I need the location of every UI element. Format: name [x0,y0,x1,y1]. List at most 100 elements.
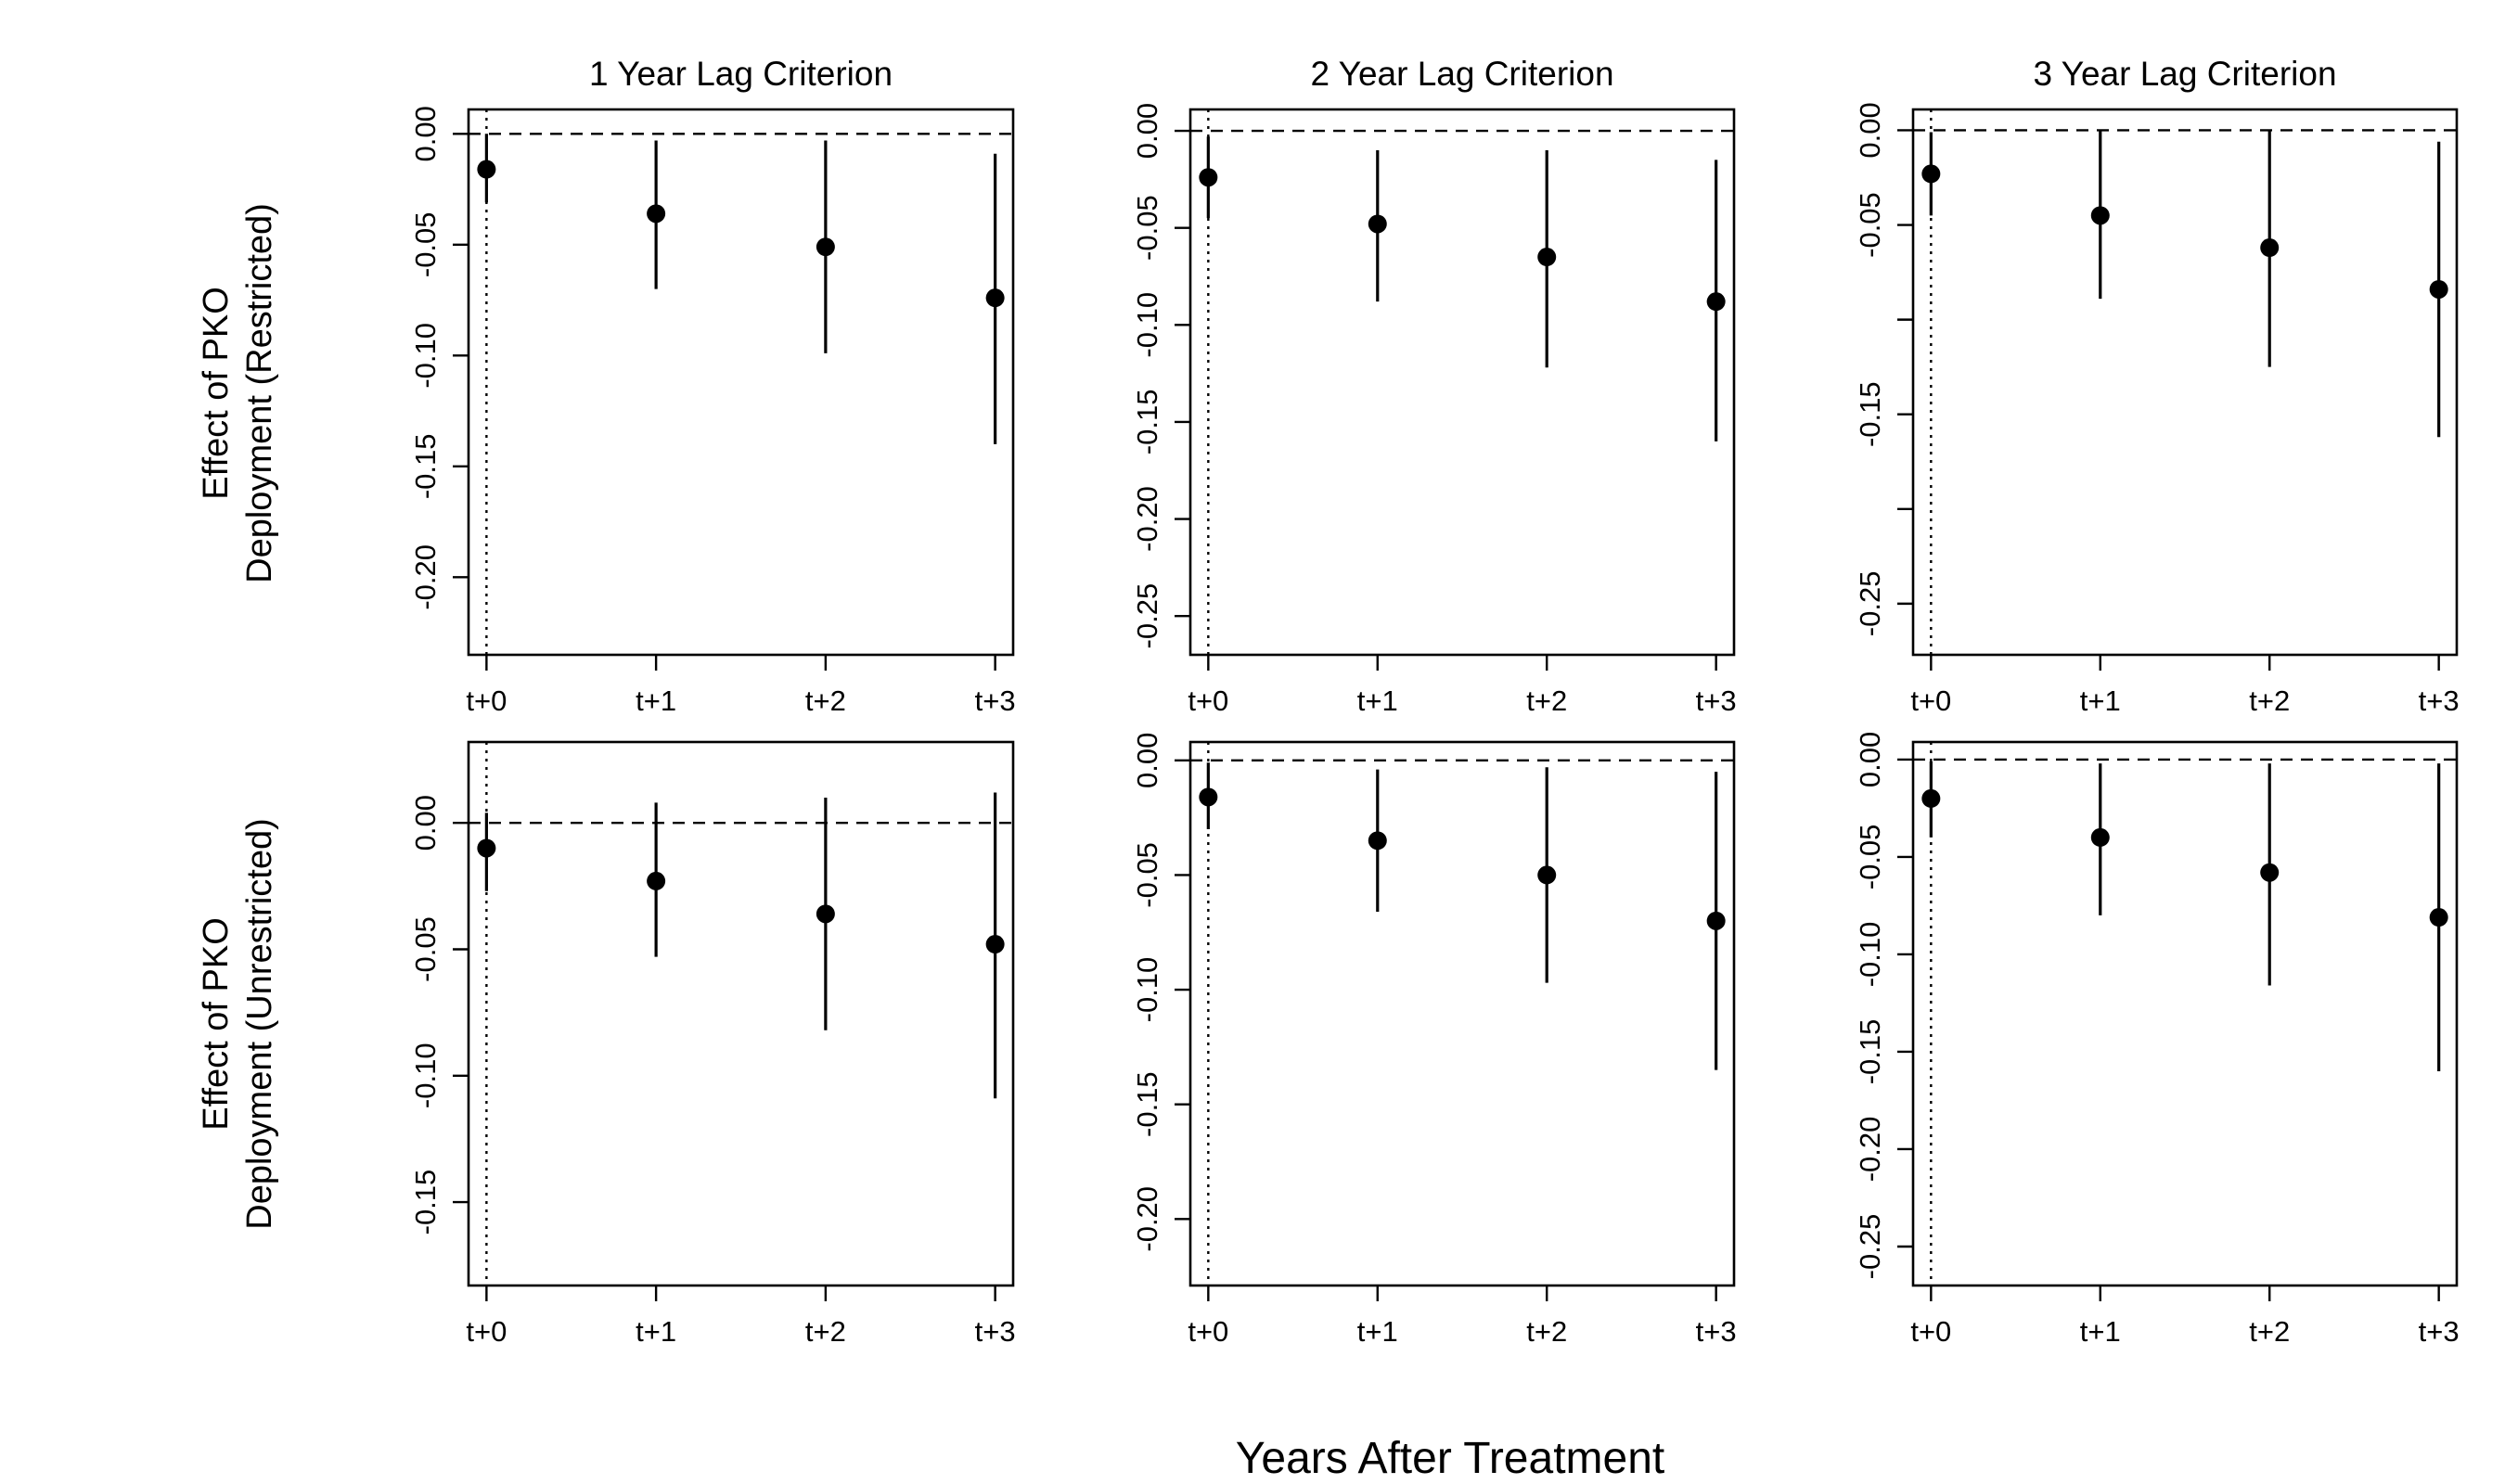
y-tick-label: -0.05 [1854,825,1886,890]
y-tick-label: -0.05 [409,916,442,982]
x-tick-label: t+3 [1696,1315,1737,1348]
x-tick-label: t+0 [1188,1315,1228,1348]
panel-title: 2 Year Lag Criterion [1310,55,1613,93]
point-estimate [1537,248,1557,267]
x-tick-label: t+3 [2419,1315,2460,1348]
panel-2: 2 Year Lag Criterion t+0 t+1 t+2 t+3 0.00 -0.0… [1131,55,1737,717]
panel-6: t+0 t+1 t+2 t+3 0.00 -0.05 -0.10 -0.15 -0.20 -0.2… [1854,732,2460,1348]
plot-frame [1188,108,1736,657]
point-estimate [1368,831,1387,851]
point-estimate [2429,908,2448,928]
row-labels: Effect of PKO Deployment (Restricted) Ef… [197,203,279,1230]
y-tick-label: 0.00 [1131,103,1163,159]
y-tick-label: -0.10 [409,1043,442,1108]
y-tick-label: -0.20 [1854,1117,1886,1183]
plot-frame [467,740,1015,1287]
y-tick-label: -0.15 [409,433,442,499]
x-tick-label: t+3 [1696,684,1737,717]
y-tick-label: -0.15 [1131,390,1163,455]
y-tick-label: -0.15 [1131,1071,1163,1137]
y-tick-label: -0.20 [1131,486,1163,552]
point-estimate [1921,788,1941,808]
plot-frame [1911,108,2459,657]
plot-frame [467,108,1015,657]
y-tick-label: -0.15 [1854,1019,1886,1085]
panel-3: 3 Year Lag Criterion t+0 t+1 t+2 t+3 0.00 -0.0… [1854,55,2460,717]
x-tick-label: t+1 [1357,1315,1398,1348]
x-tick-label: t+0 [1910,684,1951,717]
point-estimate [985,935,1005,954]
panel-5: t+0 t+1 t+2 t+3 0.00 -0.05 -0.10 -0.15 -0.20 [1131,733,1737,1348]
y-tick-label: -0.10 [1131,957,1163,1023]
x-tick-label: t+1 [636,1315,676,1348]
point-estimate [1199,168,1218,187]
y-tick-label: -0.05 [1854,192,1886,258]
y-tick-label: -0.10 [409,323,442,389]
y-tick-label: -0.05 [409,211,442,277]
y-tick-label: -0.15 [1854,381,1886,447]
y-tick-label: 0.00 [409,106,442,161]
point-estimate [1706,911,1726,930]
y-tick-label: -0.25 [1131,583,1163,649]
x-tick-label: t+2 [805,1315,846,1348]
x-tick-label: t+3 [2419,684,2460,717]
point-estimate [1199,787,1218,807]
x-tick-label: t+2 [1526,684,1567,717]
y-tick-label: -0.20 [409,544,442,610]
y-tick-label: -0.10 [1131,292,1163,358]
y-tick-label: 0.00 [1854,732,1886,787]
point-estimate [477,838,496,858]
y-tick-label: -0.10 [1854,922,1886,988]
x-tick-label: t+1 [636,684,676,717]
x-tick-label: t+2 [2249,684,2290,717]
y-tick-label: 0.00 [1131,733,1163,788]
x-tick-label: t+2 [1526,1315,1567,1348]
point-estimate [2260,863,2280,882]
point-estimate [1706,292,1726,312]
point-estimate [647,871,666,890]
x-tick-label: t+2 [805,684,846,717]
point-estimate [985,288,1005,308]
y-tick-label: -0.05 [1131,842,1163,908]
panel-4: t+0 t+1 t+2 t+3 0.00 -0.05 -0.10 -0.15 [409,740,1016,1348]
panel-1: 1 Year Lag Criterion t+0 t+1 t+2 t+3 0.00 -0.0… [409,55,1016,717]
row-label-top-line2: Deployment (Restricted) [240,203,279,583]
point-estimate [2090,206,2110,225]
panels: 1 Year Lag Criterion t+0 t+1 t+2 t+3 0.00 -0.0… [409,55,2460,1348]
x-tick-label: t+0 [466,1315,507,1348]
x-tick-label: t+3 [975,1315,1016,1348]
x-tick-label: t+1 [2080,1315,2121,1348]
x-tick-label: t+3 [975,684,1016,717]
y-tick-label: 0.00 [1854,102,1886,158]
y-tick-label: -0.15 [409,1170,442,1235]
y-tick-label: -0.05 [1131,195,1163,261]
y-tick-label: -0.25 [1854,571,1886,637]
point-estimate [2429,279,2448,299]
point-estimate [647,204,666,224]
point-estimate [1921,164,1941,184]
x-axis-title: Years After Treatment [1236,1434,1664,1483]
plot-frame [1911,740,2459,1287]
row-label-bottom-line2: Deployment (Unrestricted) [240,818,279,1229]
point-estimate [1368,214,1387,234]
row-label-top-line1: Effect of PKO [197,287,236,500]
y-tick-label: -0.20 [1131,1186,1163,1252]
point-estimate [816,904,835,924]
point-estimate [2260,238,2280,258]
plot-frame [1188,740,1736,1287]
y-tick-label: -0.25 [1854,1214,1886,1280]
x-tick-label: t+0 [1910,1315,1951,1348]
x-tick-label: t+1 [2080,684,2121,717]
panel-title: 3 Year Lag Criterion [2033,55,2336,93]
x-tick-label: t+0 [466,684,507,717]
point-estimate [2090,827,2110,847]
row-label-bottom-line1: Effect of PKO [197,917,236,1131]
panel-title: 1 Year Lag Criterion [589,55,893,93]
point-estimate [1537,865,1557,885]
point-estimate [477,160,496,179]
point-estimate [816,237,835,257]
x-tick-label: t+0 [1188,684,1228,717]
x-tick-label: t+1 [1357,684,1398,717]
y-tick-label: 0.00 [409,795,442,851]
